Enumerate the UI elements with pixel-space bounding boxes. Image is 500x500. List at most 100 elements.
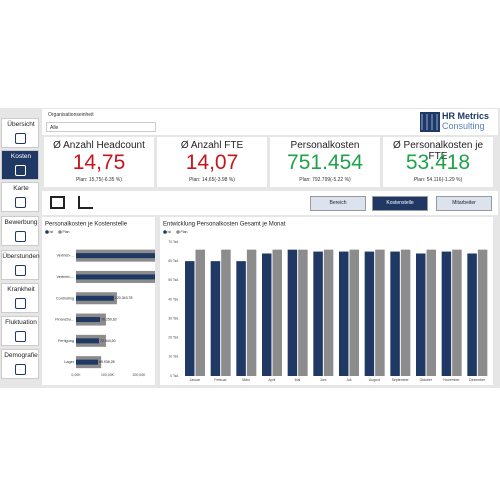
kpi-card: Ø Anzahl FTE 14,07 Plan: 14,65(-3.98 %) — [157, 137, 267, 187]
legend-swatch — [163, 230, 167, 234]
bar-ist — [76, 338, 99, 344]
bar — [390, 251, 400, 376]
button[interactable]: Bereich — [310, 196, 366, 211]
bar-ist — [76, 274, 155, 280]
nav-icon — [15, 364, 26, 375]
bar-ist — [76, 253, 155, 259]
x-tick-label: 100,00K — [101, 373, 115, 377]
dashboard: Organisationseinheit Alle HR Metrics Consul… — [0, 108, 500, 388]
nav-icon — [15, 331, 26, 342]
filter-label: Organisationseinheit — [48, 112, 94, 118]
chart-icon[interactable] — [78, 196, 93, 209]
bar — [246, 249, 257, 376]
bar — [400, 249, 411, 376]
y-tick-label: 60 Tsd. — [168, 259, 179, 263]
bar — [236, 261, 246, 376]
value-label: 76.259,63 — [101, 317, 117, 321]
category-label: Finanzbu... — [55, 318, 74, 322]
bar — [452, 249, 462, 376]
x-tick-label: November — [443, 378, 460, 382]
bar — [467, 253, 477, 376]
category-label: Vertrieb-... — [56, 275, 74, 279]
nav-label: Übersicht — [7, 121, 35, 128]
kpi-plan: Plan: 15,75(-6.35 %) — [76, 177, 122, 183]
y-tick-label: 40 Tsd. — [168, 297, 179, 301]
kpi-title: Personalkosten — [290, 140, 360, 151]
bar — [313, 251, 323, 376]
category-label: Fertigung — [58, 339, 74, 343]
x-tick-label: Januar — [189, 378, 201, 382]
nav-item[interactable]: Krankheit — [1, 283, 39, 313]
kpi-plan: Plan: 54.116(-1.29 %) — [413, 177, 463, 183]
x-tick-label: Mai — [295, 378, 301, 382]
kpi-card: Ø Anzahl Headcount 14,75 Plan: 15,75(-6.35… — [44, 137, 154, 187]
y-tick-label: 30 Tsd. — [168, 316, 179, 320]
top-bar: Organisationseinheit Alle HR Metrics Consul… — [42, 109, 498, 135]
nav-label: Krankheit — [7, 286, 35, 293]
kpi-plan: Plan: 14,65(-3.98 %) — [189, 177, 235, 183]
bar-ist — [76, 295, 114, 301]
button[interactable]: Mitarbeiter — [436, 196, 492, 211]
x-tick-label: April — [268, 378, 275, 382]
value-label: 69.936,28 — [99, 360, 115, 364]
logo: HR Metrics Consulting — [420, 111, 496, 133]
legend-label: Ist — [50, 230, 54, 234]
x-tick-label: September — [392, 378, 410, 382]
kpi-value: 53.418 — [405, 151, 471, 174]
kpi-title: Ø Anzahl Headcount — [53, 140, 145, 151]
y-tick-label: 70 Tsd. — [168, 240, 179, 244]
value-label: 72.944,90 — [100, 339, 116, 343]
legend-label: Plan — [63, 230, 70, 234]
logo-box — [420, 112, 440, 132]
bar — [262, 253, 272, 376]
kpi-value: 14,75 — [72, 151, 126, 174]
x-tick-label: Juni — [320, 378, 327, 382]
kpi-plan: Plan: 792.799(-5.22 %) — [299, 177, 351, 183]
nav-item[interactable]: Demografie — [1, 349, 39, 379]
nav-item[interactable]: Kosten — [1, 150, 39, 180]
bar — [298, 249, 308, 376]
nav-item[interactable]: Fluktuation — [1, 316, 39, 346]
y-tick-label: 10 Tsd. — [168, 355, 179, 359]
category-label: Lager — [64, 360, 74, 364]
nav-item[interactable]: Bewerbung — [1, 216, 39, 246]
logo-icon — [420, 112, 440, 132]
value-label: 120.343,78 — [115, 296, 133, 300]
nav-label: Demografie — [4, 352, 38, 359]
nav-label: Überstunden — [2, 253, 40, 260]
nav-item[interactable]: Übersicht — [1, 118, 39, 148]
chart: Personalkosten je Kostenstelle Ist Plan 0,0… — [42, 217, 155, 385]
nav-item[interactable]: Überstunden — [1, 250, 40, 280]
nav-item[interactable]: Karte — [1, 182, 39, 212]
nav-label: Fluktuation — [5, 319, 37, 326]
legend-swatch — [176, 230, 180, 234]
legend-swatch — [45, 230, 49, 234]
bar — [272, 249, 282, 376]
category-label: Controlling — [56, 296, 74, 300]
nav-icon — [15, 231, 26, 242]
x-tick-label: Dezember — [469, 378, 486, 382]
category-label: Vertrieb-... — [56, 254, 74, 258]
bar — [339, 251, 349, 376]
sidebar: Übersicht Kosten Karte Bewerbung Überstunden… — [0, 108, 40, 388]
bar — [185, 261, 195, 376]
bar — [416, 253, 426, 376]
chart-title: Entwicklung Personalkosten Gesamt je Mon… — [163, 222, 286, 228]
legend-label: Plan — [181, 230, 188, 234]
nav-icon — [15, 265, 26, 276]
bar-ist — [76, 359, 99, 365]
kpi-title: Ø Personalkosten je FTE — [392, 140, 484, 162]
legend-swatch — [58, 230, 62, 234]
y-tick-label: 0 Tsd. — [170, 374, 179, 378]
filter-dropdown[interactable]: Alle — [46, 122, 156, 132]
y-tick-label: 50 Tsd. — [168, 278, 179, 282]
nav-icon — [15, 133, 26, 144]
button[interactable]: Kostenstelle — [372, 196, 428, 211]
kpi-value: 751.454 — [287, 151, 363, 174]
bar — [210, 261, 221, 376]
kpi-card: Personalkosten 751.454 Plan: 792.799(-5.22… — [270, 137, 380, 187]
table-icon[interactable] — [50, 196, 65, 209]
x-tick-label: Februar — [214, 378, 227, 382]
nav-icon — [15, 298, 26, 309]
